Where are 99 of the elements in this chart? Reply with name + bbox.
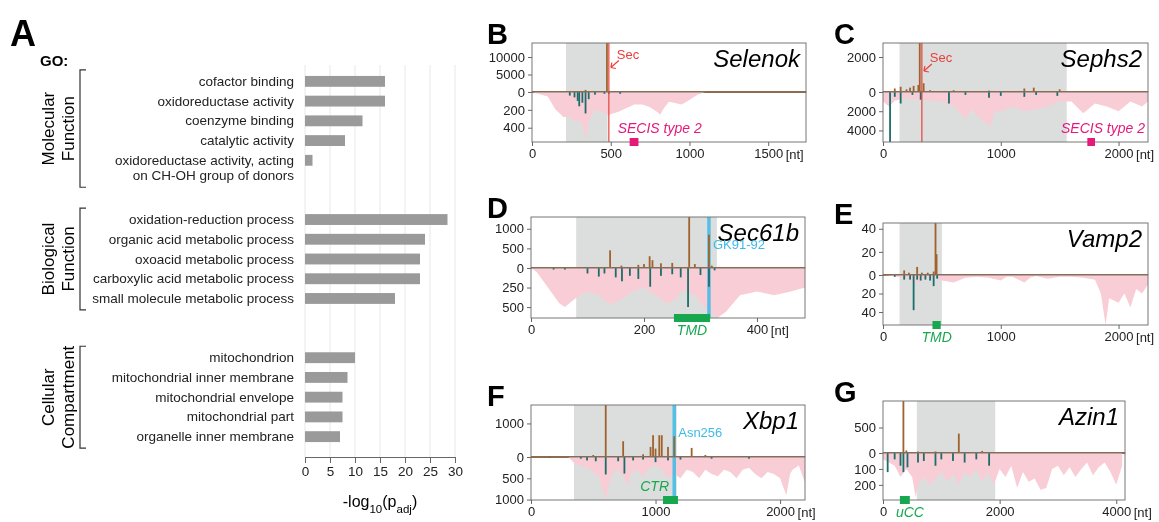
band-label: TMD [921,329,952,345]
y-tick-label: mitochondrion [209,350,294,366]
y-tick-label: coenzyme binding [185,113,294,129]
x-tick-label: 5 [326,463,335,479]
y-tick-label: mitochondrial part [186,409,295,425]
y-tick-label: organelle inner membrane [136,429,294,445]
y-tick-label: carboxylic acid metabolic process [92,271,295,287]
x-tick-label: 0 [301,463,310,479]
y-tick-label: 0 [868,267,876,283]
x-tick-label: 400 [746,322,769,338]
x-tick-label: 2000 [766,504,796,520]
x-tick-label: 25 [422,463,439,479]
x-tick-label: 10 [347,463,364,479]
y-tick-label: small molecule metabolic process [92,290,295,306]
y-tick-label: oxidation-reduction process [128,212,295,228]
y-tick-label: 10000 [488,49,525,65]
y-tick-label: mitochondrial inner membrane [111,369,294,385]
y-tick-label: cofactor binding [198,73,294,89]
y-tick-label: 100 [854,461,876,477]
annotation: Sec [929,50,953,65]
chart-title: Xbp1 [741,407,799,434]
band-label: SECIS type 2 [1060,120,1146,136]
y-tick-label: 20 [861,286,876,302]
text: B [487,18,508,50]
y-tick-label: 250 [502,280,524,296]
x-tick-label: 2000 [1104,146,1134,162]
x-tick-label: 15 [372,463,389,479]
y-tick-label: 1000 [495,492,524,508]
x-tick-label: 0 [527,322,536,338]
y-tick-label: catalytic activity [200,133,295,149]
y-tick-label: 2000 [847,49,876,65]
x-axis-title: [nt] [1133,505,1152,520]
x-tick-label: 500 [600,146,623,162]
x-axis-title: [nt] [797,505,816,520]
text: G [834,376,857,408]
y-tick-label: 40 [861,304,876,320]
band-label: TMD [676,322,708,338]
x-tick-label: 30 [447,463,464,479]
annotation: Sec [616,46,640,62]
x-tick-label: 0 [528,146,537,162]
y-tick-label: 5000 [496,67,525,83]
x-tick-label: 200 [633,322,656,338]
y-tick-label: 0 [868,445,876,461]
x-axis-title: [nt] [1136,330,1155,345]
x-tick-label: 1000 [986,329,1016,345]
y-tick-label: 0 [517,84,525,100]
text: D [487,192,508,224]
x-tick-label: 0 [527,504,536,520]
y-tick-label: 200 [854,477,876,493]
x-axis-title: [nt] [1136,147,1155,162]
y-tick-label: 500 [854,420,876,436]
text: GO: [40,52,69,69]
y-tick-label: 1000 [495,416,524,432]
chart-title: Azin1 [1056,403,1119,430]
chart-title: Selenok [713,45,802,72]
text: E [834,198,854,230]
band-label: CTR [640,478,670,494]
x-tick-label: 4000 [1102,504,1132,520]
chart-title: Sephs2 [1060,45,1142,72]
text: A [10,13,36,54]
x-tick-label: 1000 [641,504,671,520]
y-tick-label: 40 [861,221,876,237]
text: Molecular Function [39,91,79,166]
x-tick-label: 1000 [675,146,705,162]
x-tick-label: 20 [397,463,414,479]
y-tick-label: 400 [503,120,525,136]
y-tick-label: 4000 [847,123,876,139]
y-tick-label: 500 [502,241,524,257]
y-tick-label: 500 [502,299,524,315]
x-tick-label: 1000 [986,146,1016,162]
y-tick-label: oxoacid metabolic process [134,251,295,267]
chart-title: Vamp2 [1066,225,1142,252]
x-tick-label: 2000 [985,504,1015,520]
text: Biological Function [39,222,79,296]
y-tick-label: organic acid metabolic process [108,231,295,247]
y-tick-label: oxidoreductase activity [157,93,295,109]
x-tick-label: 0 [879,329,888,345]
x-tick-label: 2000 [1104,329,1134,345]
x-axis-title: [nt] [770,323,789,338]
y-tick-label: 0 [516,260,524,276]
y-tick-label: mitochondrial envelope [155,389,294,405]
text: Cellular Compartment [39,345,79,449]
y-tick-label: 200 [503,102,525,118]
x-tick-label: 0 [879,504,888,520]
y-tick-label: 20 [861,244,876,260]
y-tick-label: 0 [868,84,876,100]
band-label: uCC [895,504,925,520]
y-tick-label: oxidoreductase activity, acting on CH-OH group of donors [114,152,295,184]
text: F [487,380,505,412]
y-tick-label: 2000 [847,103,876,119]
ref-line-label: Asn256 [678,425,723,441]
x-tick-label: 0 [879,146,888,162]
text: C [834,18,855,50]
band-label: SECIS type 2 [617,120,702,136]
x-tick-label: 1500 [754,146,784,162]
y-tick-label: 1000 [495,221,524,237]
x-axis-title: -log$_{10}$(p$_{adj}$) [342,493,418,515]
y-tick-label: 0 [516,449,524,465]
x-axis-title: [nt] [785,147,804,162]
